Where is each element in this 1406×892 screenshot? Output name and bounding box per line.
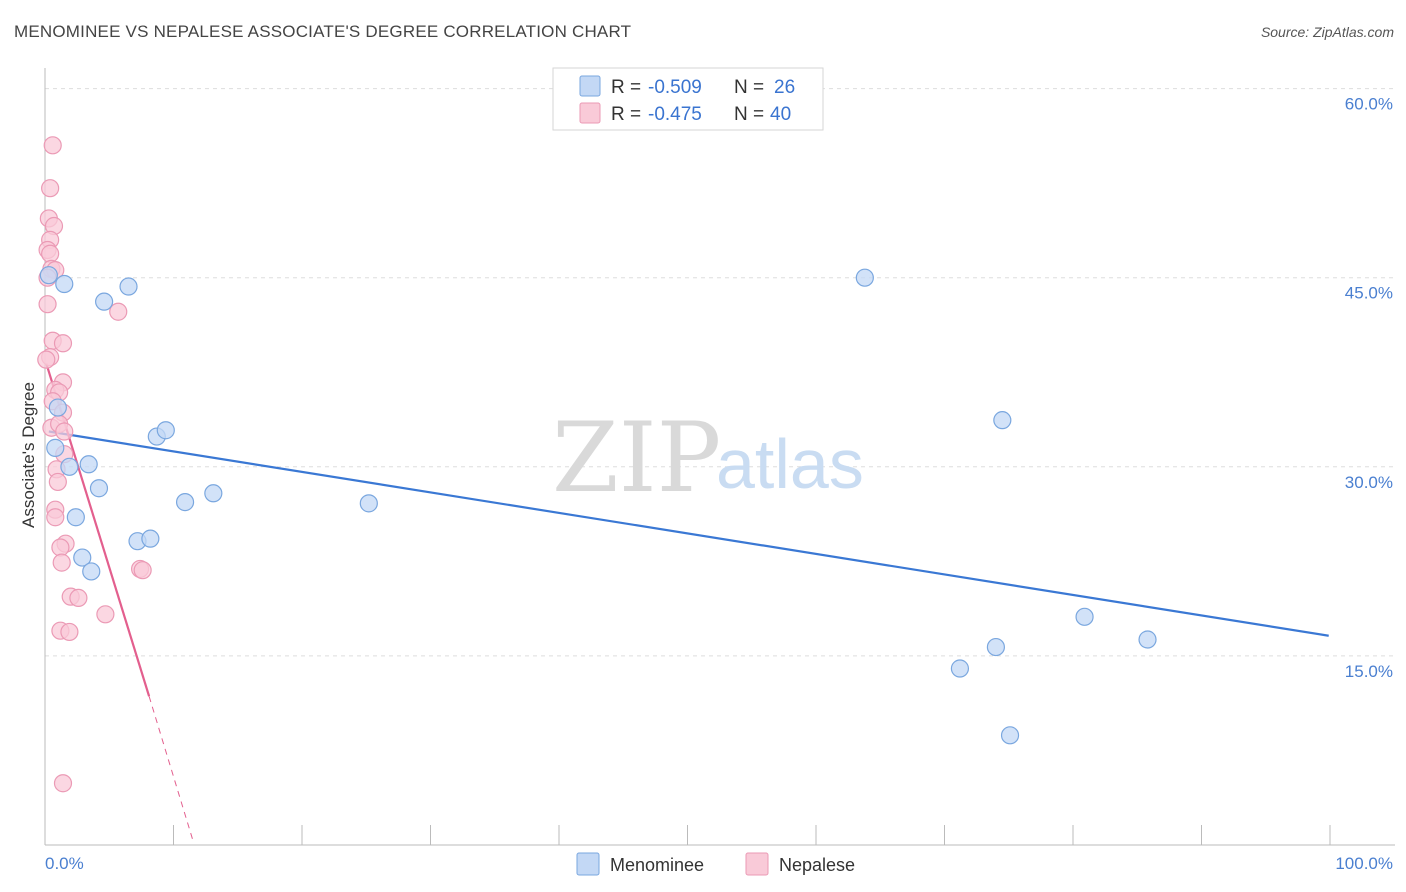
nepalese-point-30 bbox=[51, 538, 70, 557]
legend-n-label-1: N = bbox=[734, 77, 764, 98]
menominee-legend-swatch bbox=[576, 852, 600, 876]
x-tick-label-start: 0.0% bbox=[45, 854, 84, 873]
source-note: Source: ZipAtlas.com bbox=[1260, 24, 1394, 40]
menominee-point-3 bbox=[95, 292, 114, 311]
menominee-point-23 bbox=[986, 637, 1006, 657]
menominee-point-5 bbox=[48, 398, 67, 417]
nepalese-point-11 bbox=[109, 302, 128, 321]
menominee-point-19 bbox=[73, 548, 92, 567]
menominee-swatch bbox=[579, 75, 601, 97]
nepalese-point-15 bbox=[37, 350, 56, 369]
menominee-point-6 bbox=[46, 438, 65, 457]
nepalese-point-13 bbox=[53, 334, 73, 353]
legend-r-label-2: R = bbox=[611, 104, 641, 125]
menominee-point-8 bbox=[60, 457, 79, 476]
legend-r-value-2: -0.475 bbox=[648, 104, 702, 125]
menominee-point-15 bbox=[993, 411, 1012, 430]
legend-n-value-1: 26 bbox=[774, 77, 795, 98]
menominee-point-16 bbox=[66, 508, 85, 527]
menominee-point-11 bbox=[156, 421, 175, 440]
menominee-point-24 bbox=[950, 659, 970, 678]
nepalese-point-26 bbox=[48, 472, 67, 492]
nepalese-point-0 bbox=[43, 136, 62, 155]
menominee-point-20 bbox=[82, 562, 101, 581]
nepalese-point-39 bbox=[53, 774, 73, 793]
axes bbox=[44, 68, 1395, 846]
nepalese-point-31 bbox=[52, 553, 71, 572]
nepalese-point-6 bbox=[41, 244, 60, 263]
menominee-point-2 bbox=[119, 277, 138, 296]
watermark-atlas: atlas bbox=[716, 425, 864, 503]
y-tick-label-2: 45.0% bbox=[1345, 284, 1393, 303]
nepalese-point-10 bbox=[38, 295, 57, 314]
menominee-point-14 bbox=[359, 494, 378, 513]
stats-legend: R = -0.509 N = 26 R = -0.475 N = 40 bbox=[552, 67, 824, 131]
y-tick-labels: 15.0% 30.0% 45.0% 60.0% bbox=[1345, 95, 1393, 681]
y-tick-label-0: 15.0% bbox=[1345, 662, 1393, 681]
nepalese-swatch bbox=[579, 102, 601, 124]
nepalese-point-28 bbox=[46, 508, 65, 527]
menominee-point-21 bbox=[1075, 607, 1094, 626]
nepalese-point-36 bbox=[96, 605, 115, 624]
legend-r-label-1: R = bbox=[611, 77, 641, 98]
nepalese-trend-extension bbox=[148, 696, 194, 841]
chart-title: MENOMINEE VS NEPALESE ASSOCIATE'S DEGREE… bbox=[14, 22, 632, 41]
watermark: ZIP atlas bbox=[552, 402, 864, 514]
legend-n-label-2: N = bbox=[734, 104, 764, 125]
x-tick-label-end: 100.0% bbox=[1335, 854, 1393, 873]
nepalese-legend-label: Nepalese bbox=[779, 855, 855, 875]
menominee-point-12 bbox=[175, 493, 195, 512]
menominee-point-9 bbox=[89, 479, 109, 498]
data-points bbox=[37, 136, 1157, 793]
menominee-point-22 bbox=[1138, 630, 1157, 649]
menominee-point-1 bbox=[55, 274, 74, 294]
nepalese-point-23 bbox=[55, 422, 74, 441]
menominee-point-25 bbox=[1000, 726, 1020, 745]
y-tick-label-1: 30.0% bbox=[1345, 473, 1393, 492]
grid-lines bbox=[45, 88, 1395, 657]
watermark-zip: ZIP bbox=[552, 402, 721, 514]
menominee-point-4 bbox=[855, 268, 874, 287]
menominee-trend-line bbox=[48, 430, 1329, 637]
y-axis-label: Associate's Degree bbox=[19, 382, 38, 528]
x-tick-labels: 0.0% 100.0% bbox=[45, 854, 1393, 873]
menominee-point-0 bbox=[39, 266, 58, 285]
legend-r-value-1: -0.509 bbox=[648, 77, 702, 98]
legend-n-value-2: 40 bbox=[770, 104, 791, 125]
nepalese-point-33 bbox=[133, 561, 152, 580]
nepalese-point-1 bbox=[41, 179, 60, 198]
nepalese-point-38 bbox=[60, 622, 79, 642]
menominee-point-7 bbox=[79, 455, 98, 474]
series-legend: Menominee Nepalese bbox=[576, 852, 855, 876]
y-tick-label-3: 60.0% bbox=[1345, 95, 1393, 114]
nepalese-legend-swatch bbox=[745, 852, 769, 876]
menominee-legend-label: Menominee bbox=[610, 855, 704, 875]
nepalese-point-35 bbox=[69, 588, 88, 608]
menominee-point-18 bbox=[141, 529, 160, 548]
menominee-point-13 bbox=[204, 484, 223, 503]
